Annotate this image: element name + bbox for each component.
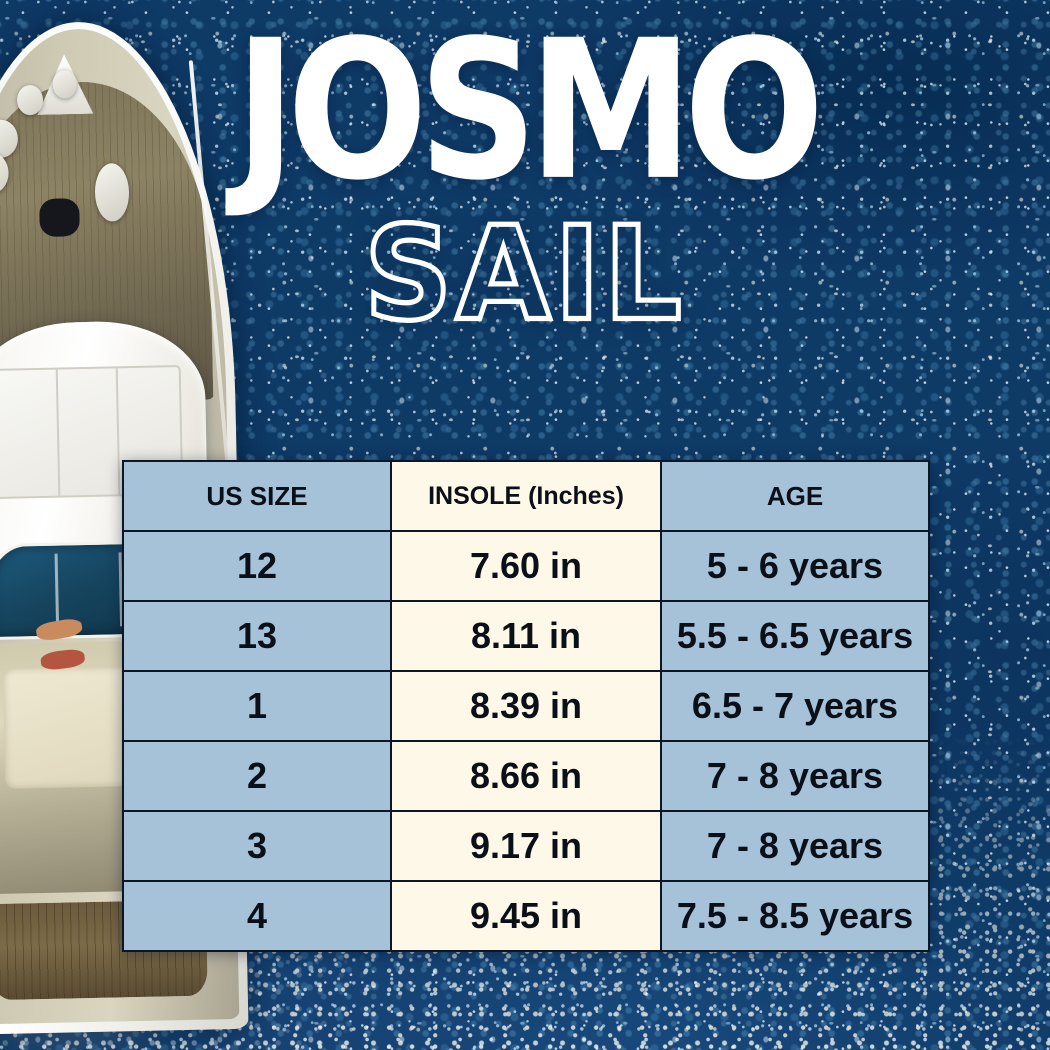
cell-age: 5.5 - 6.5 years [660,600,930,672]
size-chart-table-body: 12 7.60 in 5 - 6 years 13 8.11 in 5.5 - … [122,530,930,952]
brand-name: JOSMO [234,0,825,223]
cell-age: 6.5 - 7 years [660,670,930,742]
cell-age: 7 - 8 years [660,810,930,882]
cell-us-size: 12 [122,530,392,602]
cell-insole: 8.11 in [390,600,662,672]
brand-logo: JOSMO SAIL [0,14,1050,350]
table-header-row: US SIZE INSOLE (Inches) AGE [122,460,930,532]
cell-us-size: 2 [122,740,392,812]
brand-tagline: SAIL [362,198,686,350]
cell-us-size: 4 [122,880,392,952]
column-header-us-size: US SIZE [122,460,392,532]
table-row: 12 7.60 in 5 - 6 years [122,530,930,602]
cell-insole: 9.45 in [390,880,662,952]
cell-age: 7 - 8 years [660,740,930,812]
table-row: 1 8.39 in 6.5 - 7 years [122,670,930,742]
cell-insole: 8.39 in [390,670,662,742]
cell-insole: 8.66 in [390,740,662,812]
cell-us-size: 1 [122,670,392,742]
cell-insole: 9.17 in [390,810,662,882]
cell-us-size: 3 [122,810,392,882]
column-header-insole: INSOLE (Inches) [390,460,662,532]
cell-age: 5 - 6 years [660,530,930,602]
cell-age: 7.5 - 8.5 years [660,880,930,952]
table-row: 2 8.66 in 7 - 8 years [122,740,930,812]
size-chart-table-container: US SIZE INSOLE (Inches) AGE 12 7.60 in 5… [122,460,930,952]
table-row: 13 8.11 in 5.5 - 6.5 years [122,600,930,672]
column-header-age: AGE [660,460,930,532]
cell-insole: 7.60 in [390,530,662,602]
table-row: 4 9.45 in 7.5 - 8.5 years [122,880,930,952]
table-row: 3 9.17 in 7 - 8 years [122,810,930,882]
cell-us-size: 13 [122,600,392,672]
size-chart-table: US SIZE INSOLE (Inches) AGE 12 7.60 in 5… [122,460,930,952]
